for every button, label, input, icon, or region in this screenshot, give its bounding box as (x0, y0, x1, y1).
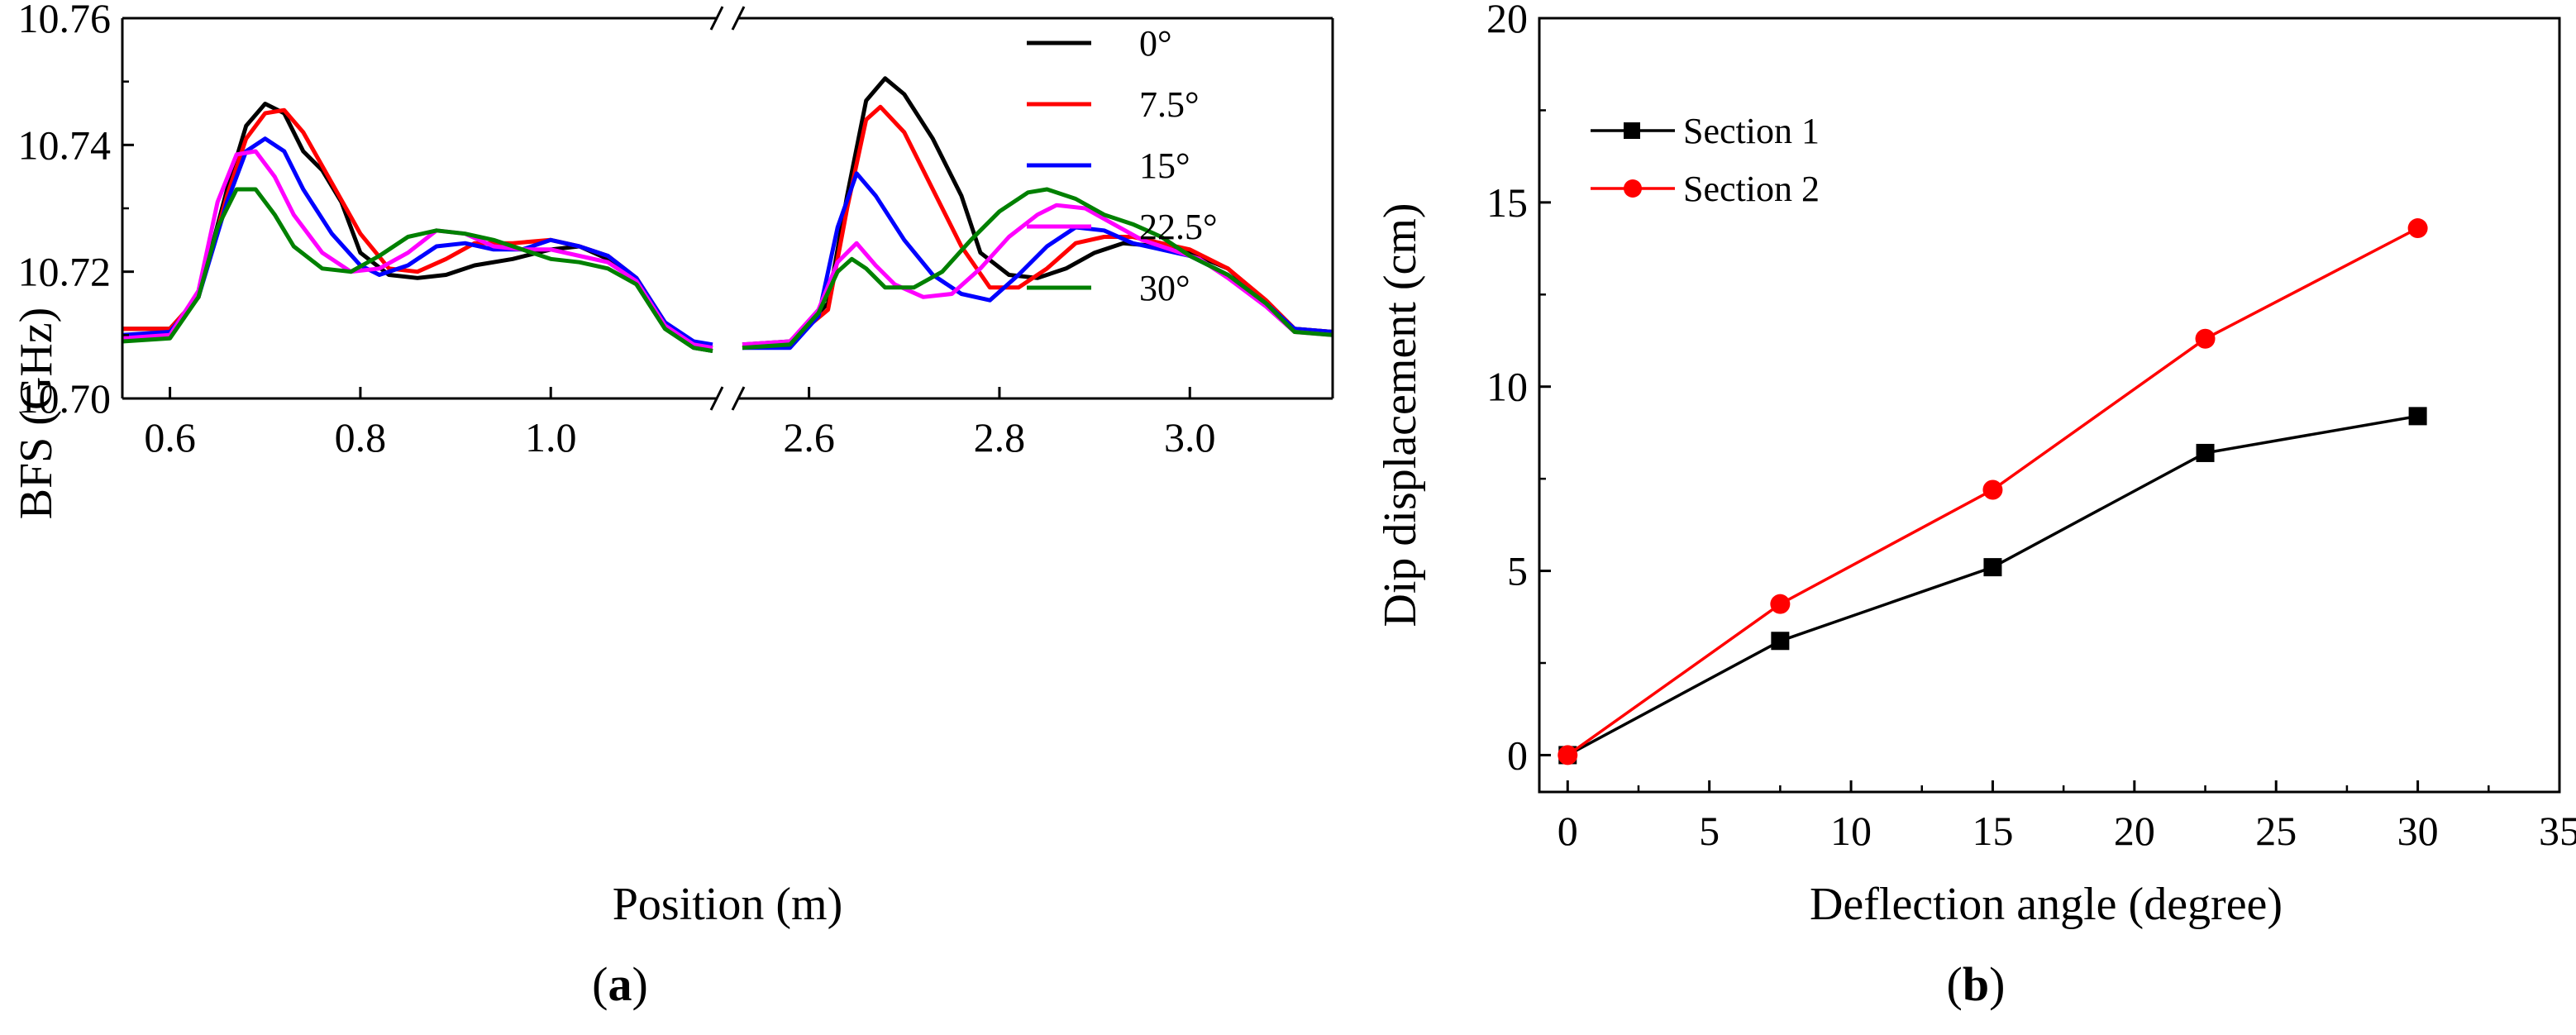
data-point-square (2196, 443, 2215, 462)
panel-a-label: (a) (592, 957, 648, 1011)
data-point-circle (1982, 479, 2003, 500)
x-tick-label-right: 2.8 (974, 414, 1026, 460)
legend-label: 22.5° (1139, 207, 1218, 247)
x-tick-label: 5 (1699, 808, 1720, 854)
panel-b-letter: b (1963, 957, 1989, 1011)
panel-a-ticks: 10.70 10.72 10.74 10.76 0.6 0.8 1.0 2.6 2.8 3.0 (18, 0, 1216, 460)
panel-b-series (1558, 218, 2428, 766)
series-line-left-3 (122, 149, 713, 351)
x-tick-label: 15 (1972, 808, 2013, 854)
series-line-right-2 (742, 171, 1333, 351)
x-tick-label-left: 0.8 (335, 414, 387, 460)
panel-b-xlabel: Deflection angle (degree) (1810, 879, 2283, 930)
panel-b-legend: Section 1 Section 2 (1591, 111, 1820, 209)
panel-b-plot-frame (1538, 17, 2561, 794)
axis-break-mark-0-b (731, 6, 746, 31)
legend-marker-circle (1624, 179, 1642, 198)
legend-label: Section 1 (1683, 111, 1820, 151)
panel-b-label: (b) (1947, 957, 2006, 1011)
x-tick-label: 25 (2255, 808, 2297, 854)
x-tick-label: 0 (1558, 808, 1578, 854)
panel-a-xlabel: Position (m) (613, 879, 842, 930)
x-tick-label: 10 (1830, 808, 1872, 854)
x-tick-label-right: 3.0 (1164, 414, 1216, 460)
panel-b-axes-frame (1538, 17, 2561, 794)
series-line-left-4 (122, 187, 713, 353)
data-point-square (1771, 632, 1790, 651)
legend-marker-square (1624, 122, 1640, 139)
data-point-square (2408, 407, 2427, 426)
series-line-left-2 (122, 136, 713, 347)
data-point-circle (1558, 745, 1578, 766)
legend-label: 15° (1139, 145, 1190, 186)
legend-label: 7.5° (1139, 84, 1200, 125)
panel-a-chart: 10.70 10.72 10.74 10.76 0.6 0.8 1.0 2.6 2.8 3.0 0… (11, 0, 1334, 1011)
y-tick-label: 10.72 (18, 249, 112, 295)
y-tick-label: 15 (1486, 179, 1528, 226)
y-tick-label: 10.74 (18, 122, 112, 168)
panel-a-letter: a (608, 957, 632, 1011)
data-point-circle (2195, 328, 2216, 349)
series-line-right-4 (742, 187, 1333, 351)
y-tick-label: 0 (1507, 732, 1528, 778)
panel-b-ylabel: Dip displacement (cm) (1375, 203, 1426, 627)
axis-break-mark-1-a (709, 386, 724, 411)
x-tick-label: 20 (2114, 808, 2155, 854)
legend-label: Section 2 (1683, 169, 1820, 209)
data-point-square (1983, 558, 2002, 577)
y-tick-label: 10.70 (18, 375, 112, 422)
data-point-circle (2407, 218, 2428, 239)
panel-b-ticks: 0 5 10 15 20 0 5 10 15 20 25 30 35 (1486, 0, 2576, 854)
x-tick-label-left: 0.6 (144, 414, 196, 460)
y-tick-label: 5 (1507, 548, 1528, 594)
panel-a-ylabel: BFS (GHz) (11, 308, 62, 520)
x-tick-label: 30 (2397, 808, 2439, 854)
legend-label: 0° (1139, 23, 1172, 64)
y-tick-label: 10 (1486, 364, 1528, 410)
y-tick-label: 10.76 (18, 0, 112, 41)
y-tick-label: 20 (1486, 0, 1528, 41)
data-point-circle (1770, 594, 1791, 614)
panel-a-curves (122, 76, 1333, 353)
axis-break-mark-1-b (731, 386, 746, 411)
panel-a-legend: 0° 7.5° 15° 22.5° 30° (1027, 23, 1218, 308)
legend-label: 30° (1139, 268, 1190, 308)
x-tick-label: 35 (2539, 808, 2576, 854)
x-tick-label-left: 1.0 (525, 414, 577, 460)
axis-break-mark-0-a (709, 6, 724, 31)
series-line-0 (1567, 414, 2418, 756)
x-tick-label-right: 2.6 (783, 414, 835, 460)
